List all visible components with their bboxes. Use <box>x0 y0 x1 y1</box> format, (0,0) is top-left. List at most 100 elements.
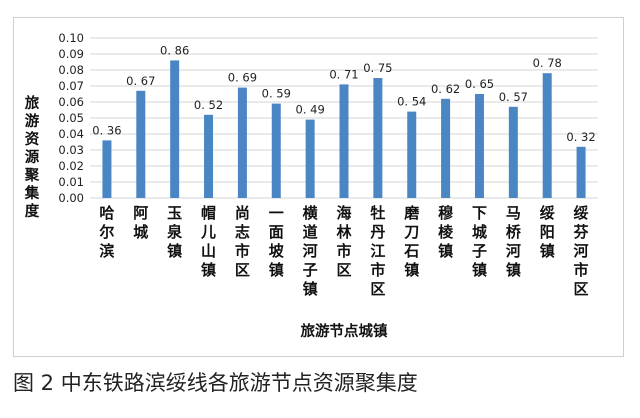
category-label-char: 城 <box>472 223 487 241</box>
y-axis-title-char: 游 <box>25 112 40 130</box>
category-label-char: 志 <box>235 223 250 241</box>
y-tick-label: 0.04 <box>58 127 84 141</box>
y-axis-title-char: 旅 <box>25 94 40 112</box>
y-tick-label: 0.01 <box>58 175 84 189</box>
category-label-char: 尚 <box>235 204 250 222</box>
category-label-char: 磨 <box>403 204 420 222</box>
category-label-char: 面 <box>269 223 284 241</box>
category-label-char: 镇 <box>269 261 284 279</box>
y-tick-label: 0.09 <box>58 47 84 61</box>
y-tick-label: 0.06 <box>58 95 84 109</box>
category-label-char: 石 <box>403 242 419 260</box>
category-label-char: 镇 <box>438 242 453 260</box>
data-label: 0. 75 <box>363 61 392 75</box>
data-label: 0. 78 <box>533 56 562 70</box>
category-label-char: 河 <box>506 242 521 260</box>
bar <box>305 119 315 198</box>
data-label: 0. 32 <box>566 130 595 144</box>
category-label-char: 尔 <box>99 223 114 241</box>
category-label-char: 镇 <box>404 261 419 279</box>
category-label-char: 道 <box>303 223 318 241</box>
data-label: 0. 86 <box>160 43 189 57</box>
category-label-char: 林 <box>336 223 352 241</box>
category-label-char: 城 <box>133 223 148 241</box>
y-axis-title-char: 聚 <box>24 167 40 184</box>
category-label-char: 牡 <box>370 204 385 222</box>
bar <box>271 103 281 198</box>
category-label-char: 镇 <box>303 280 318 298</box>
category-label-char: 子 <box>472 242 487 260</box>
y-tick-label: 0.00 <box>58 191 84 205</box>
category-label-char: 玉 <box>167 204 182 222</box>
data-label: 0. 71 <box>329 67 358 81</box>
category-label-char: 市 <box>235 242 250 260</box>
category-label-char: 镇 <box>472 261 487 279</box>
y-axis-title-char: 源 <box>25 148 40 166</box>
data-label: 0. 69 <box>228 71 257 85</box>
category-label-char: 江 <box>370 242 385 260</box>
data-label: 0. 36 <box>92 123 121 137</box>
category-label-char: 区 <box>336 261 351 279</box>
bar <box>204 114 214 198</box>
category-label-char: 区 <box>370 280 385 298</box>
category-label-char: 帽 <box>201 204 216 222</box>
category-label-char: 海 <box>336 204 351 222</box>
data-label: 0. 65 <box>465 77 494 91</box>
category-label-char: 镇 <box>540 242 555 260</box>
category-label-char: 区 <box>235 261 250 279</box>
category-label-char: 桥 <box>506 223 522 241</box>
bar <box>441 98 451 198</box>
y-axis-title-char: 集 <box>24 184 40 202</box>
data-label: 0. 54 <box>397 95 426 109</box>
category-label-char: 绥 <box>540 204 555 222</box>
category-label-char: 哈 <box>99 204 114 222</box>
y-tick-label: 0.02 <box>58 159 84 173</box>
category-label-char: 镇 <box>167 242 182 260</box>
category-label-char: 马 <box>506 204 521 222</box>
category-label-char: 绥 <box>574 204 589 222</box>
bar <box>474 94 484 198</box>
category-label-char: 市 <box>574 261 589 279</box>
y-tick-label: 0.05 <box>58 111 84 125</box>
y-tick-label: 0.03 <box>58 143 84 157</box>
category-label-char: 区 <box>574 280 589 298</box>
bar <box>508 106 518 198</box>
bar <box>576 146 586 198</box>
y-axis-title-char: 资 <box>25 130 40 148</box>
category-label-char: 丹 <box>370 223 385 241</box>
bar <box>407 111 417 198</box>
category-label-char: 泉 <box>166 223 183 241</box>
category-label-char: 阿 <box>133 204 148 222</box>
bar <box>102 140 112 198</box>
category-label-char: 刀 <box>404 223 419 241</box>
data-label: 0. 62 <box>431 82 460 96</box>
category-label-char: 儿 <box>200 223 216 241</box>
category-label-char: 下 <box>472 204 487 222</box>
bar <box>170 60 180 199</box>
category-label-char: 山 <box>201 242 216 260</box>
bar <box>237 87 247 198</box>
category-label-char: 穆 <box>438 204 453 222</box>
data-label: 0. 67 <box>126 74 155 88</box>
y-tick-label: 0.10 <box>58 31 84 45</box>
bar <box>136 90 146 198</box>
category-label-char: 芬 <box>574 223 590 241</box>
category-label-char: 镇 <box>201 261 216 279</box>
bar <box>339 84 349 198</box>
category-label-char: 横 <box>303 204 319 222</box>
y-tick-label: 0.08 <box>58 63 84 77</box>
category-label-char: 市 <box>336 242 351 260</box>
data-label: 0. 57 <box>499 90 528 104</box>
bar <box>542 73 552 198</box>
figure-caption: 图 2 中东铁路滨绥线各旅游节点资源聚集度 <box>13 371 418 395</box>
category-label-char: 棱 <box>438 223 454 241</box>
data-label: 0. 52 <box>194 98 223 112</box>
category-label-char: 阳 <box>540 223 555 241</box>
data-label: 0. 49 <box>296 103 325 117</box>
category-label-char: 镇 <box>506 261 521 279</box>
category-label-char: 河 <box>303 242 318 260</box>
category-label-char: 滨 <box>99 242 114 260</box>
category-label-char: 河 <box>574 242 589 260</box>
